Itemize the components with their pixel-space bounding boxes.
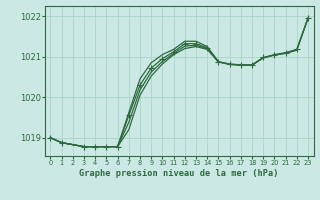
X-axis label: Graphe pression niveau de la mer (hPa): Graphe pression niveau de la mer (hPa) [79,169,279,178]
